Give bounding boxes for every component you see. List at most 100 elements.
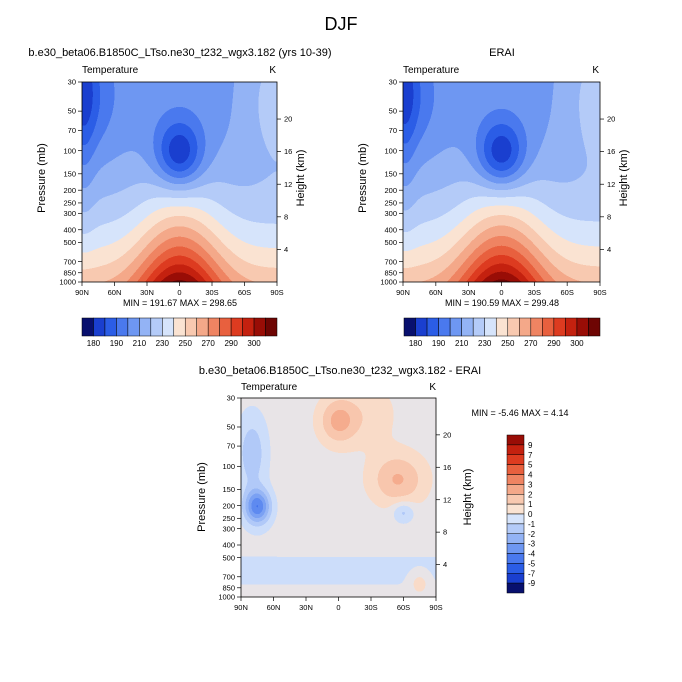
colorbar-box xyxy=(242,317,255,337)
colorbar-label: 300 xyxy=(247,339,261,348)
obs-y2-tick-label: 16 xyxy=(607,147,615,156)
model-y-tick-label: 200 xyxy=(63,186,76,195)
colorbar-box xyxy=(506,444,525,455)
colorbar-label: -4 xyxy=(528,550,536,559)
obs-y-tick-label: 500 xyxy=(384,238,397,247)
model-y2-axis-title: Height (km) xyxy=(295,150,307,207)
colorbar-box xyxy=(565,317,578,337)
diff-y-tick-label: 50 xyxy=(227,423,235,432)
model-field-image xyxy=(82,82,277,282)
diff-y-tick-label: 400 xyxy=(222,541,235,550)
model-y2-tick-label: 12 xyxy=(284,180,292,189)
colorbar-box xyxy=(506,503,525,515)
diff-y-tick-label: 150 xyxy=(222,485,235,494)
model-y2-tick-label: 20 xyxy=(284,115,292,124)
colorbar-label: 5 xyxy=(528,461,533,470)
diff-y2-tick-label: 20 xyxy=(443,430,451,439)
colorbar-box xyxy=(506,474,525,485)
diff-y-tick-label: 100 xyxy=(222,462,235,471)
colorbar-box xyxy=(495,317,509,337)
colorbar-box xyxy=(461,317,474,337)
obs-x-tick-label: 90S xyxy=(593,288,606,297)
colorbar-label: 290 xyxy=(224,339,238,348)
diff-y-tick-label: 850 xyxy=(222,583,235,592)
colorbar-label: 190 xyxy=(110,339,124,348)
model-panel-title: b.e30_beta06.B1850C_LTso.ne30_t232_wgx3.… xyxy=(28,47,331,59)
colorbar-label: 0 xyxy=(528,510,533,519)
diff-y2-tick-label: 8 xyxy=(443,528,447,537)
diff-y2-axis-title: Height (km) xyxy=(462,469,474,526)
colorbar-label: 270 xyxy=(201,339,215,348)
obs-y2-tick-label: 8 xyxy=(607,212,611,221)
colorbar-box xyxy=(150,317,163,337)
obs-contour-plot: 305070100150200250300400500700850100090N… xyxy=(380,78,615,297)
model-colorbar: 180 190 210 230 250 270 290 300 xyxy=(81,317,278,348)
model-y-tick-label: 50 xyxy=(68,107,76,116)
model-y2-tick-label: 4 xyxy=(284,245,288,254)
model-y-tick-label: 150 xyxy=(63,169,76,178)
colorbar-box xyxy=(506,494,525,505)
model-x-tick-label: 30N xyxy=(140,288,154,297)
model-x-tick-label: 30S xyxy=(205,288,218,297)
obs-x-tick-label: 60S xyxy=(560,288,573,297)
colorbar-box xyxy=(519,317,532,337)
diff-x-tick-label: 30N xyxy=(299,603,313,612)
colorbar-box xyxy=(207,317,220,337)
diff-y-tick-label: 1000 xyxy=(218,593,235,602)
colorbar-box xyxy=(530,317,543,337)
diff-y-tick-label: 300 xyxy=(222,524,235,533)
colorbar-box xyxy=(449,317,462,337)
obs-x-tick-label: 90N xyxy=(396,288,410,297)
model-y-axis-title: Pressure (mb) xyxy=(36,143,48,213)
model-y-tick-label: 30 xyxy=(68,78,76,87)
obs-y2-tick-label: 12 xyxy=(607,180,615,189)
colorbar-box xyxy=(506,582,525,594)
colorbar-box xyxy=(81,317,94,337)
model-x-tick-label: 90S xyxy=(270,288,283,297)
diff-y2-tick-label: 16 xyxy=(443,463,451,472)
obs-x-tick-label: 30N xyxy=(462,288,476,297)
colorbar-label: 9 xyxy=(528,441,533,450)
diff-left-label: Temperature xyxy=(241,382,298,393)
colorbar-box xyxy=(484,317,497,337)
obs-panel-title: ERAI xyxy=(489,47,515,59)
colorbar-label: 180 xyxy=(409,339,423,348)
colorbar-box xyxy=(506,573,525,584)
colorbar-label: 190 xyxy=(432,339,446,348)
obs-left-label: Temperature xyxy=(403,65,460,76)
model-y-tick-label: 300 xyxy=(63,209,76,218)
obs-colorbar: 180 190 210 230 250 270 290 300 xyxy=(403,317,601,348)
colorbar-box xyxy=(116,317,129,337)
model-x-tick-label: 0 xyxy=(177,288,181,297)
obs-min-max: MIN = 190.59 MAX = 299.48 xyxy=(445,298,559,308)
colorbar-label: -3 xyxy=(528,540,536,549)
colorbar-label: 3 xyxy=(528,480,533,489)
colorbar-box xyxy=(403,317,416,337)
obs-y-tick-label: 50 xyxy=(389,107,397,116)
model-contour-plot: 305070100150200250300400500700850100090N… xyxy=(59,78,292,297)
colorbar-label: 270 xyxy=(524,339,538,348)
obs-y2-axis-title: Height (km) xyxy=(618,150,630,207)
colorbar-label: 210 xyxy=(133,339,147,348)
colorbar-box xyxy=(104,317,117,337)
obs-x-tick-label: 30S xyxy=(528,288,541,297)
colorbar-label: 180 xyxy=(87,339,101,348)
obs-y-tick-label: 700 xyxy=(384,257,397,266)
model-panel: b.e30_beta06.B1850C_LTso.ne30_t232_wgx3.… xyxy=(28,47,331,348)
diff-y-tick-label: 30 xyxy=(227,394,235,403)
colorbar-box xyxy=(415,317,428,337)
colorbar-box xyxy=(506,533,525,544)
diff-y-tick-label: 500 xyxy=(222,553,235,562)
diff-y-tick-label: 250 xyxy=(222,514,235,523)
diff-panel-title: b.e30_beta06.B1850C_LTso.ne30_t232_wgx3.… xyxy=(199,365,481,377)
colorbar-box xyxy=(93,317,106,337)
obs-y-tick-label: 30 xyxy=(389,78,397,87)
colorbar-box xyxy=(507,317,520,337)
colorbar-box xyxy=(438,317,451,337)
model-y2-tick-label: 16 xyxy=(284,147,292,156)
diff-contour-plot: 305070100150200250300400500700850100090N… xyxy=(218,394,451,612)
model-y-tick-label: 700 xyxy=(63,257,76,266)
colorbar-label: 230 xyxy=(478,339,492,348)
diff-x-tick-label: 60N xyxy=(267,603,281,612)
